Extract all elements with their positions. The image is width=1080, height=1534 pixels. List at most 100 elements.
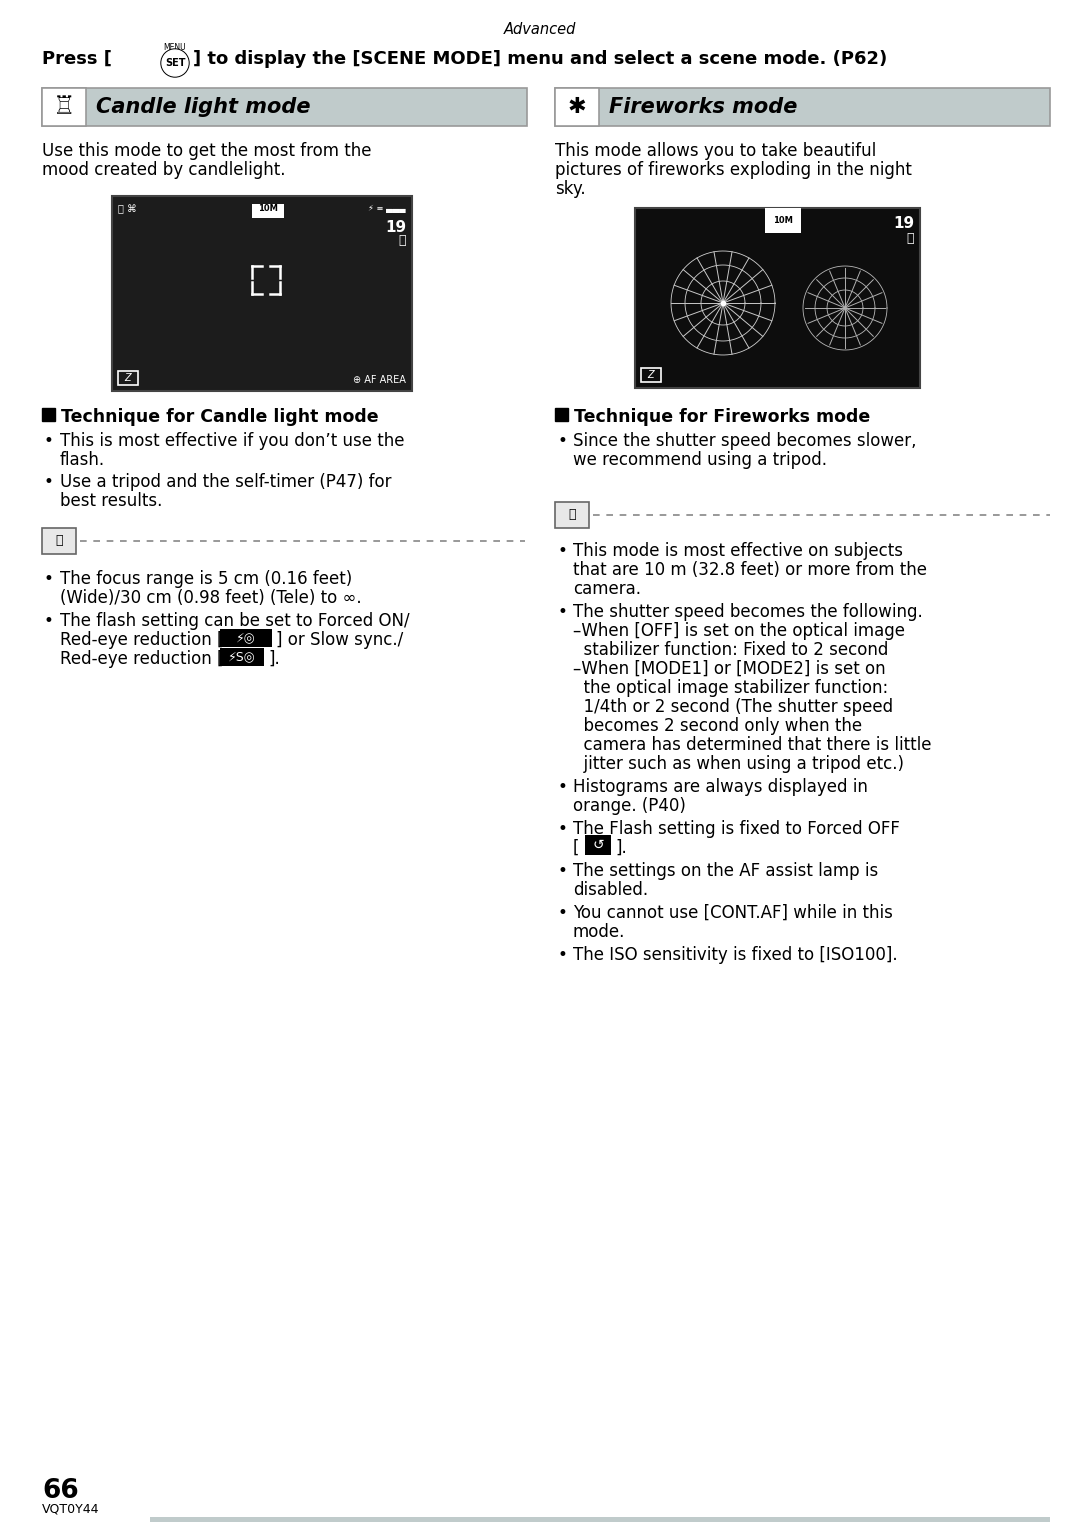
Text: SET: SET [165,58,186,67]
Text: ⎙ ⌘: ⎙ ⌘ [118,204,137,215]
Text: The focus range is 5 cm (0.16 feet): The focus range is 5 cm (0.16 feet) [60,571,352,588]
Text: This mode is most effective on subjects: This mode is most effective on subjects [573,542,903,560]
Text: •: • [44,472,54,491]
Text: Red-eye reduction [: Red-eye reduction [ [60,630,224,649]
Text: ] or Slow sync./: ] or Slow sync./ [276,630,403,649]
Bar [585,834,611,854]
Bar [635,209,920,388]
Bar [220,629,272,647]
Text: mood created by candlelight.: mood created by candlelight. [42,161,285,179]
Text: The settings on the AF assist lamp is: The settings on the AF assist lamp is [573,862,878,881]
Text: •: • [44,433,54,449]
Text: Use a tripod and the self-timer (P47) for: Use a tripod and the self-timer (P47) fo… [60,472,391,491]
Text: ⎕: ⎕ [399,235,406,247]
Circle shape [161,49,189,77]
Text: •: • [557,862,567,881]
Bar [220,647,264,666]
Text: The flash setting can be set to Forced ON/: The flash setting can be set to Forced O… [60,612,409,630]
Text: •: • [557,821,567,838]
Bar [42,528,76,554]
Bar [252,204,284,218]
Text: –When [OFF] is set on the optical image: –When [OFF] is set on the optical image [573,621,905,640]
Text: The ISO sensitivity is fixed to [ISO100].: The ISO sensitivity is fixed to [ISO100]… [573,946,897,963]
Text: 📖: 📖 [568,508,576,522]
Text: The shutter speed becomes the following.: The shutter speed becomes the following. [573,603,922,621]
Text: This mode allows you to take beautiful: This mode allows you to take beautiful [555,143,876,160]
Text: 10M: 10M [773,216,793,225]
Text: Fireworks mode: Fireworks mode [609,97,797,117]
Text: ⊕ AF AREA: ⊕ AF AREA [353,374,406,385]
Text: [: [ [573,839,580,858]
Polygon shape [42,408,55,420]
Text: ✱: ✱ [568,97,586,117]
Text: Candle light mode: Candle light mode [96,97,311,117]
Text: This is most effective if you don’t use the: This is most effective if you don’t use … [60,433,405,449]
Text: •: • [557,778,567,796]
Text: •: • [557,946,567,963]
Bar [150,1517,1050,1522]
Text: pictures of fireworks exploding in the night: pictures of fireworks exploding in the n… [555,161,912,179]
Bar [118,371,138,385]
Text: •: • [44,612,54,630]
Text: ] to display the [SCENE MODE] menu and select a scene mode. (P62): ] to display the [SCENE MODE] menu and s… [193,51,888,67]
Text: 19: 19 [893,216,914,232]
Text: Z: Z [124,373,132,384]
Text: stabilizer function: Fixed to 2 second: stabilizer function: Fixed to 2 second [573,641,889,660]
Text: we recommend using a tripod.: we recommend using a tripod. [573,451,827,469]
Text: •: • [557,433,567,449]
Text: ⎕: ⎕ [906,232,914,245]
Text: ⚡◎: ⚡◎ [237,632,256,644]
Text: 📖: 📖 [55,534,63,548]
Text: Advanced: Advanced [503,21,577,37]
Text: 19: 19 [384,219,406,235]
Text: orange. (P40): orange. (P40) [573,798,686,815]
Text: •: • [557,603,567,621]
Text: 66: 66 [42,1477,79,1503]
Text: ].: ]. [615,839,626,858]
Text: •: • [557,904,567,922]
Bar [42,87,527,126]
Text: disabled.: disabled. [573,881,648,899]
Text: best results.: best results. [60,492,162,509]
Text: •: • [557,542,567,560]
Circle shape [162,51,188,77]
Bar [555,87,599,126]
Text: flash.: flash. [60,451,105,469]
Text: ↺: ↺ [592,838,604,851]
Bar [555,502,589,528]
Text: ].: ]. [268,650,280,667]
Bar [642,368,661,382]
Text: the optical image stabilizer function:: the optical image stabilizer function: [573,680,888,696]
Text: mode.: mode. [573,923,625,940]
Text: (Wide)/30 cm (0.98 feet) (Tele) to ∞.: (Wide)/30 cm (0.98 feet) (Tele) to ∞. [60,589,362,607]
Text: Technique for Candle light mode: Technique for Candle light mode [60,408,379,426]
Text: MENU: MENU [164,43,187,52]
Text: becomes 2 second only when the: becomes 2 second only when the [573,716,862,735]
Bar [112,196,411,391]
Text: ♖: ♖ [53,95,76,120]
Text: jitter such as when using a tripod etc.): jitter such as when using a tripod etc.) [573,755,904,773]
Text: that are 10 m (32.8 feet) or more from the: that are 10 m (32.8 feet) or more from t… [573,561,927,578]
Text: Histograms are always displayed in: Histograms are always displayed in [573,778,868,796]
Text: Technique for Fireworks mode: Technique for Fireworks mode [573,408,870,426]
Text: •: • [44,571,54,588]
Text: –When [MODE1] or [MODE2] is set on: –When [MODE1] or [MODE2] is set on [573,660,886,678]
Bar [42,87,86,126]
Text: sky.: sky. [555,179,585,198]
Text: Z: Z [648,370,654,380]
Text: The Flash setting is fixed to Forced OFF: The Flash setting is fixed to Forced OFF [573,821,900,838]
Text: ⚡S◎: ⚡S◎ [228,650,256,664]
Text: camera.: camera. [573,580,642,598]
Text: Press [: Press [ [42,51,112,67]
Text: 1/4th or 2 second (The shutter speed: 1/4th or 2 second (The shutter speed [573,698,893,716]
Text: VQT0Y44: VQT0Y44 [42,1503,99,1516]
Text: Red-eye reduction [: Red-eye reduction [ [60,650,224,667]
Text: camera has determined that there is little: camera has determined that there is litt… [573,736,931,755]
Text: 10M: 10M [258,204,278,213]
Bar [555,87,1050,126]
Text: Use this mode to get the most from the: Use this mode to get the most from the [42,143,372,160]
Text: Since the shutter speed becomes slower,: Since the shutter speed becomes slower, [573,433,917,449]
Text: ⚡ ≡ ▄▄▄: ⚡ ≡ ▄▄▄ [368,204,406,213]
Polygon shape [555,408,568,420]
Text: You cannot use [CONT.AF] while in this: You cannot use [CONT.AF] while in this [573,904,893,922]
